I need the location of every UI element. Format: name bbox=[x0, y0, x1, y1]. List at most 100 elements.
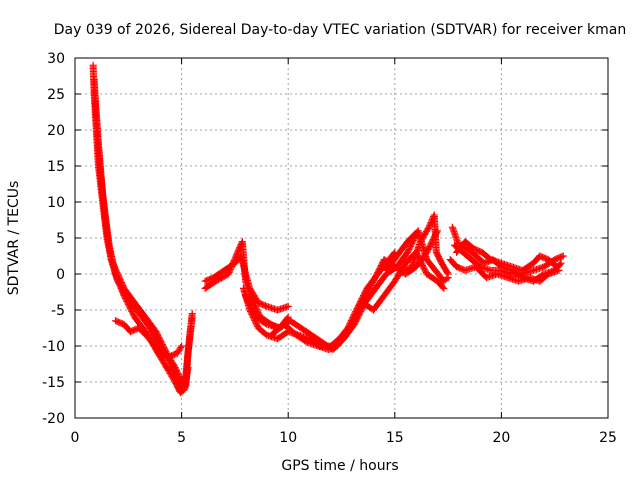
data-point bbox=[267, 321, 287, 339]
data-point bbox=[432, 248, 445, 266]
series-track-9 bbox=[267, 227, 441, 354]
data-point bbox=[369, 293, 387, 314]
data-point bbox=[438, 259, 451, 277]
data-point bbox=[380, 279, 398, 300]
data-point bbox=[444, 270, 452, 278]
data-point bbox=[372, 271, 389, 292]
data-point bbox=[173, 343, 185, 357]
data-point bbox=[459, 248, 474, 263]
y-tick-label: -10 bbox=[42, 339, 65, 355]
data-point bbox=[423, 270, 440, 284]
data-point bbox=[141, 313, 159, 334]
data-point bbox=[559, 252, 567, 260]
data-point bbox=[184, 364, 192, 372]
data-point bbox=[468, 256, 483, 270]
x-tick-label: 0 bbox=[71, 430, 80, 446]
data-point bbox=[135, 324, 152, 342]
data-point bbox=[463, 245, 479, 259]
data-point bbox=[440, 284, 448, 292]
data-point bbox=[361, 279, 377, 300]
data-point bbox=[146, 335, 163, 356]
series-track-16 bbox=[446, 256, 563, 285]
data-point bbox=[557, 259, 565, 267]
data-point bbox=[536, 271, 551, 285]
data-point bbox=[430, 211, 440, 255]
data-point bbox=[177, 386, 187, 397]
data-point bbox=[165, 356, 181, 381]
data-point bbox=[254, 324, 270, 338]
data-point bbox=[252, 313, 270, 327]
data-point bbox=[369, 257, 387, 285]
y-tick-label: 15 bbox=[47, 159, 65, 175]
series-track-6 bbox=[201, 238, 292, 332]
data-point bbox=[446, 256, 460, 270]
data-point bbox=[91, 97, 102, 147]
data-point bbox=[212, 271, 231, 285]
data-point bbox=[423, 256, 438, 273]
data-point bbox=[105, 241, 119, 276]
data-point bbox=[478, 248, 494, 263]
data-point bbox=[297, 324, 314, 338]
data-point bbox=[555, 266, 563, 274]
data-point bbox=[120, 292, 138, 320]
y-tick-label: -5 bbox=[51, 303, 65, 319]
data-point bbox=[286, 317, 304, 331]
y-tick-label: 5 bbox=[56, 231, 65, 247]
data-point bbox=[393, 239, 411, 260]
y-tick-label: 30 bbox=[47, 51, 65, 67]
chart-title: Day 039 of 2026, Sidereal Day-to-day VTE… bbox=[54, 22, 626, 38]
data-point bbox=[395, 264, 414, 278]
data-point bbox=[382, 253, 400, 274]
y-tick-label: -15 bbox=[42, 375, 65, 391]
data-point bbox=[461, 238, 476, 252]
data-point bbox=[308, 331, 325, 345]
data-point bbox=[143, 320, 161, 345]
data-point bbox=[433, 277, 447, 291]
grid-lines bbox=[75, 58, 608, 418]
data-point bbox=[210, 267, 227, 282]
data-point bbox=[112, 270, 127, 298]
series-track-15 bbox=[453, 238, 561, 274]
data-point bbox=[201, 278, 218, 292]
data-series bbox=[89, 61, 567, 397]
series-track-7 bbox=[239, 248, 399, 350]
data-point bbox=[242, 292, 260, 320]
data-point bbox=[519, 260, 536, 274]
data-point bbox=[225, 246, 243, 278]
y-axis-label: SDTVAR / TECUs bbox=[6, 181, 22, 296]
data-point bbox=[472, 263, 489, 280]
data-point bbox=[131, 299, 148, 320]
series-track-12 bbox=[395, 211, 452, 278]
x-tick-label: 5 bbox=[177, 430, 186, 446]
data-point bbox=[163, 364, 178, 385]
data-point bbox=[448, 223, 462, 248]
data-point bbox=[178, 342, 186, 350]
y-tick-label: 10 bbox=[47, 195, 65, 211]
x-axis-label: GPS time / hours bbox=[281, 458, 398, 474]
data-point bbox=[248, 295, 264, 320]
data-point bbox=[408, 239, 424, 271]
data-point bbox=[342, 315, 360, 339]
y-tick-label: 0 bbox=[56, 267, 65, 283]
x-tick-label: 20 bbox=[492, 430, 510, 446]
y-tick-label: -20 bbox=[42, 411, 65, 427]
x-tick-label: 15 bbox=[386, 430, 404, 446]
data-point bbox=[440, 275, 451, 285]
data-point bbox=[293, 331, 310, 345]
data-point bbox=[416, 225, 432, 246]
series-track-3 bbox=[91, 97, 192, 397]
data-point bbox=[99, 191, 113, 248]
data-point bbox=[284, 302, 292, 310]
x-tick-label: 25 bbox=[599, 430, 617, 446]
axis-ticks: 0 5 10 15 20 25 -20 -15 -10 -5 0 5 10 15 20 25 30 bbox=[42, 51, 617, 446]
data-point bbox=[333, 332, 349, 350]
y-tick-label: 20 bbox=[47, 123, 65, 139]
data-point bbox=[553, 263, 561, 271]
data-point bbox=[544, 256, 560, 270]
data-point bbox=[280, 320, 299, 338]
y-tick-label: 25 bbox=[47, 87, 65, 103]
data-point bbox=[184, 315, 196, 357]
x-tick-label: 10 bbox=[279, 430, 297, 446]
data-point bbox=[242, 277, 255, 302]
